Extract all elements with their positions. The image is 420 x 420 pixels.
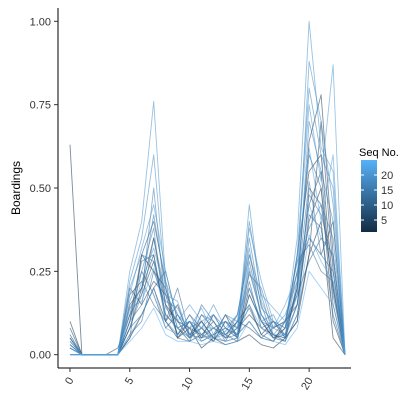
y-tick-label: 0.00: [30, 350, 51, 362]
legend-label: 15: [381, 185, 393, 197]
x-tick-label: 20: [299, 376, 316, 393]
legend-title: Seq No.: [359, 147, 399, 159]
x-tick-label: 15: [239, 376, 256, 393]
series-lines: [69, 20, 346, 356]
y-tick-label: 0.50: [30, 183, 51, 195]
legend-label: 10: [381, 200, 393, 212]
x-tick-label: 10: [180, 376, 197, 393]
x-tick-label: 5: [123, 376, 136, 387]
axes: 0.00 0.25 0.50 0.75 1.00 0 5 10 15 20: [30, 8, 351, 392]
series-line-seq-24: [70, 270, 346, 356]
legend-label: 20: [381, 170, 393, 182]
y-axis-title: Boardings: [9, 161, 23, 215]
y-tick-label: 0.25: [30, 266, 51, 278]
colorbar-legend: Seq No. 5 10 15 20: [359, 147, 399, 232]
x-tick-label: 0: [63, 376, 76, 387]
legend-label: 5: [381, 215, 387, 227]
y-tick-label: 1.00: [30, 16, 51, 28]
y-tick-label: 0.75: [30, 100, 51, 112]
colorbar: [361, 160, 377, 232]
